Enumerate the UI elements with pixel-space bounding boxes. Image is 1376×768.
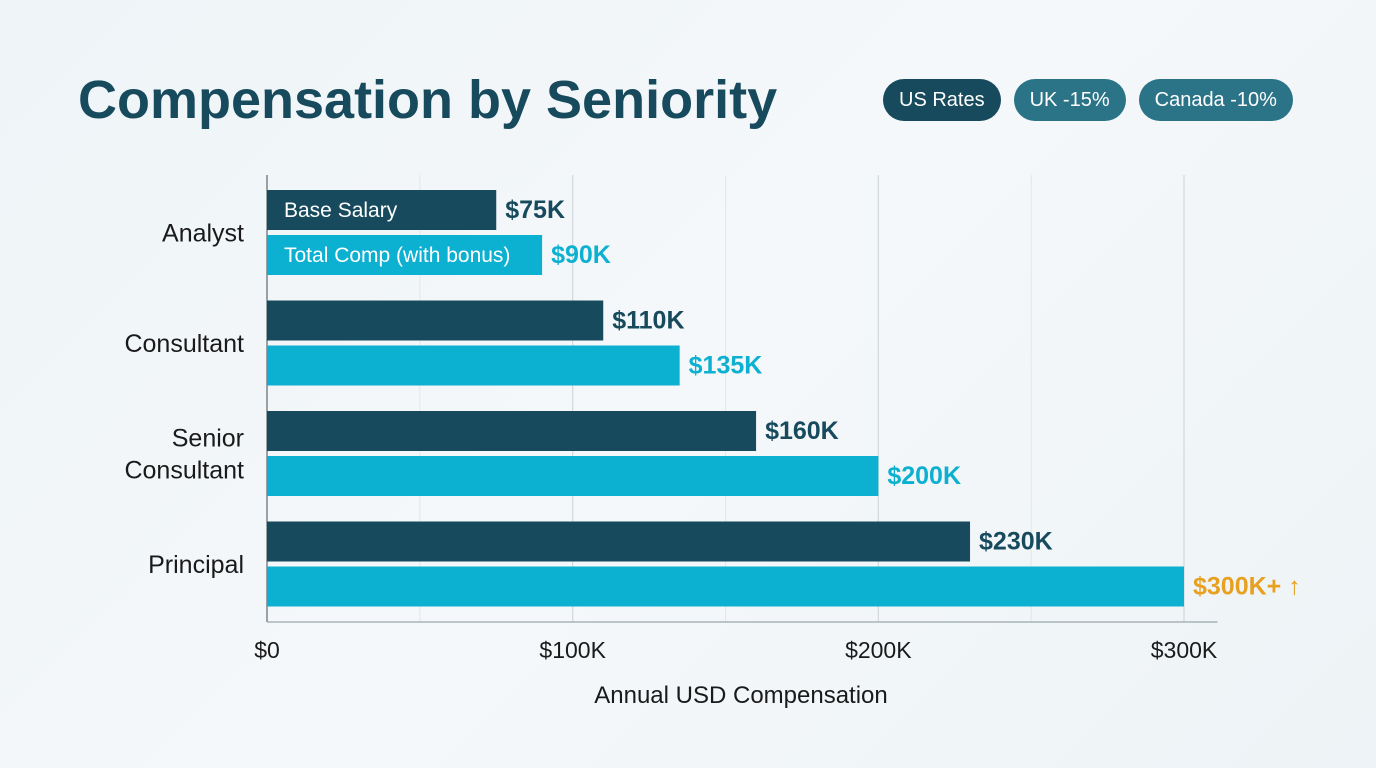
x-tick-label: $0 (254, 637, 280, 663)
legend-label: Total Comp (with bonus) (284, 244, 510, 267)
data-label: $75K (505, 196, 565, 224)
bar-base-salary (267, 411, 757, 451)
bar-base-salary (267, 521, 971, 562)
data-label: $300K+ ↑ (1193, 573, 1301, 601)
data-label: $135K (689, 352, 763, 380)
x-tick-label: $100K (539, 637, 606, 663)
filter-uk[interactable]: UK -15% (1013, 79, 1126, 121)
category-label: Analyst (162, 220, 244, 248)
data-label: $200K (887, 462, 961, 490)
x-axis-title: Annual USD Compensation (594, 682, 888, 709)
bar-total-comp (267, 456, 879, 496)
data-label: $230K (979, 528, 1053, 556)
bar-total-comp (267, 345, 680, 386)
filter-us-rates[interactable]: US Rates (883, 79, 1001, 121)
category-label: Senior (172, 425, 244, 453)
filter-canada[interactable]: Canada -10% (1138, 79, 1293, 121)
category-label: Consultant (124, 457, 244, 485)
bar-total-comp (267, 235, 543, 275)
x-tick-label: $200K (845, 637, 912, 663)
data-label: $160K (765, 417, 839, 445)
bar-total-comp (267, 566, 1184, 607)
x-tick-label: $300K (1151, 637, 1218, 663)
region-filter-group: US Rates UK -15% Canada -10% (883, 79, 1293, 121)
data-label: $110K (612, 307, 684, 335)
category-label: Consultant (124, 330, 244, 358)
bar-base-salary (267, 190, 497, 230)
bar-base-salary (267, 300, 604, 341)
legend-label: Base Salary (284, 199, 398, 222)
category-label: Principal (148, 551, 244, 579)
data-label: $90K (551, 241, 611, 269)
chart-title: Compensation by Seniority (78, 70, 778, 130)
